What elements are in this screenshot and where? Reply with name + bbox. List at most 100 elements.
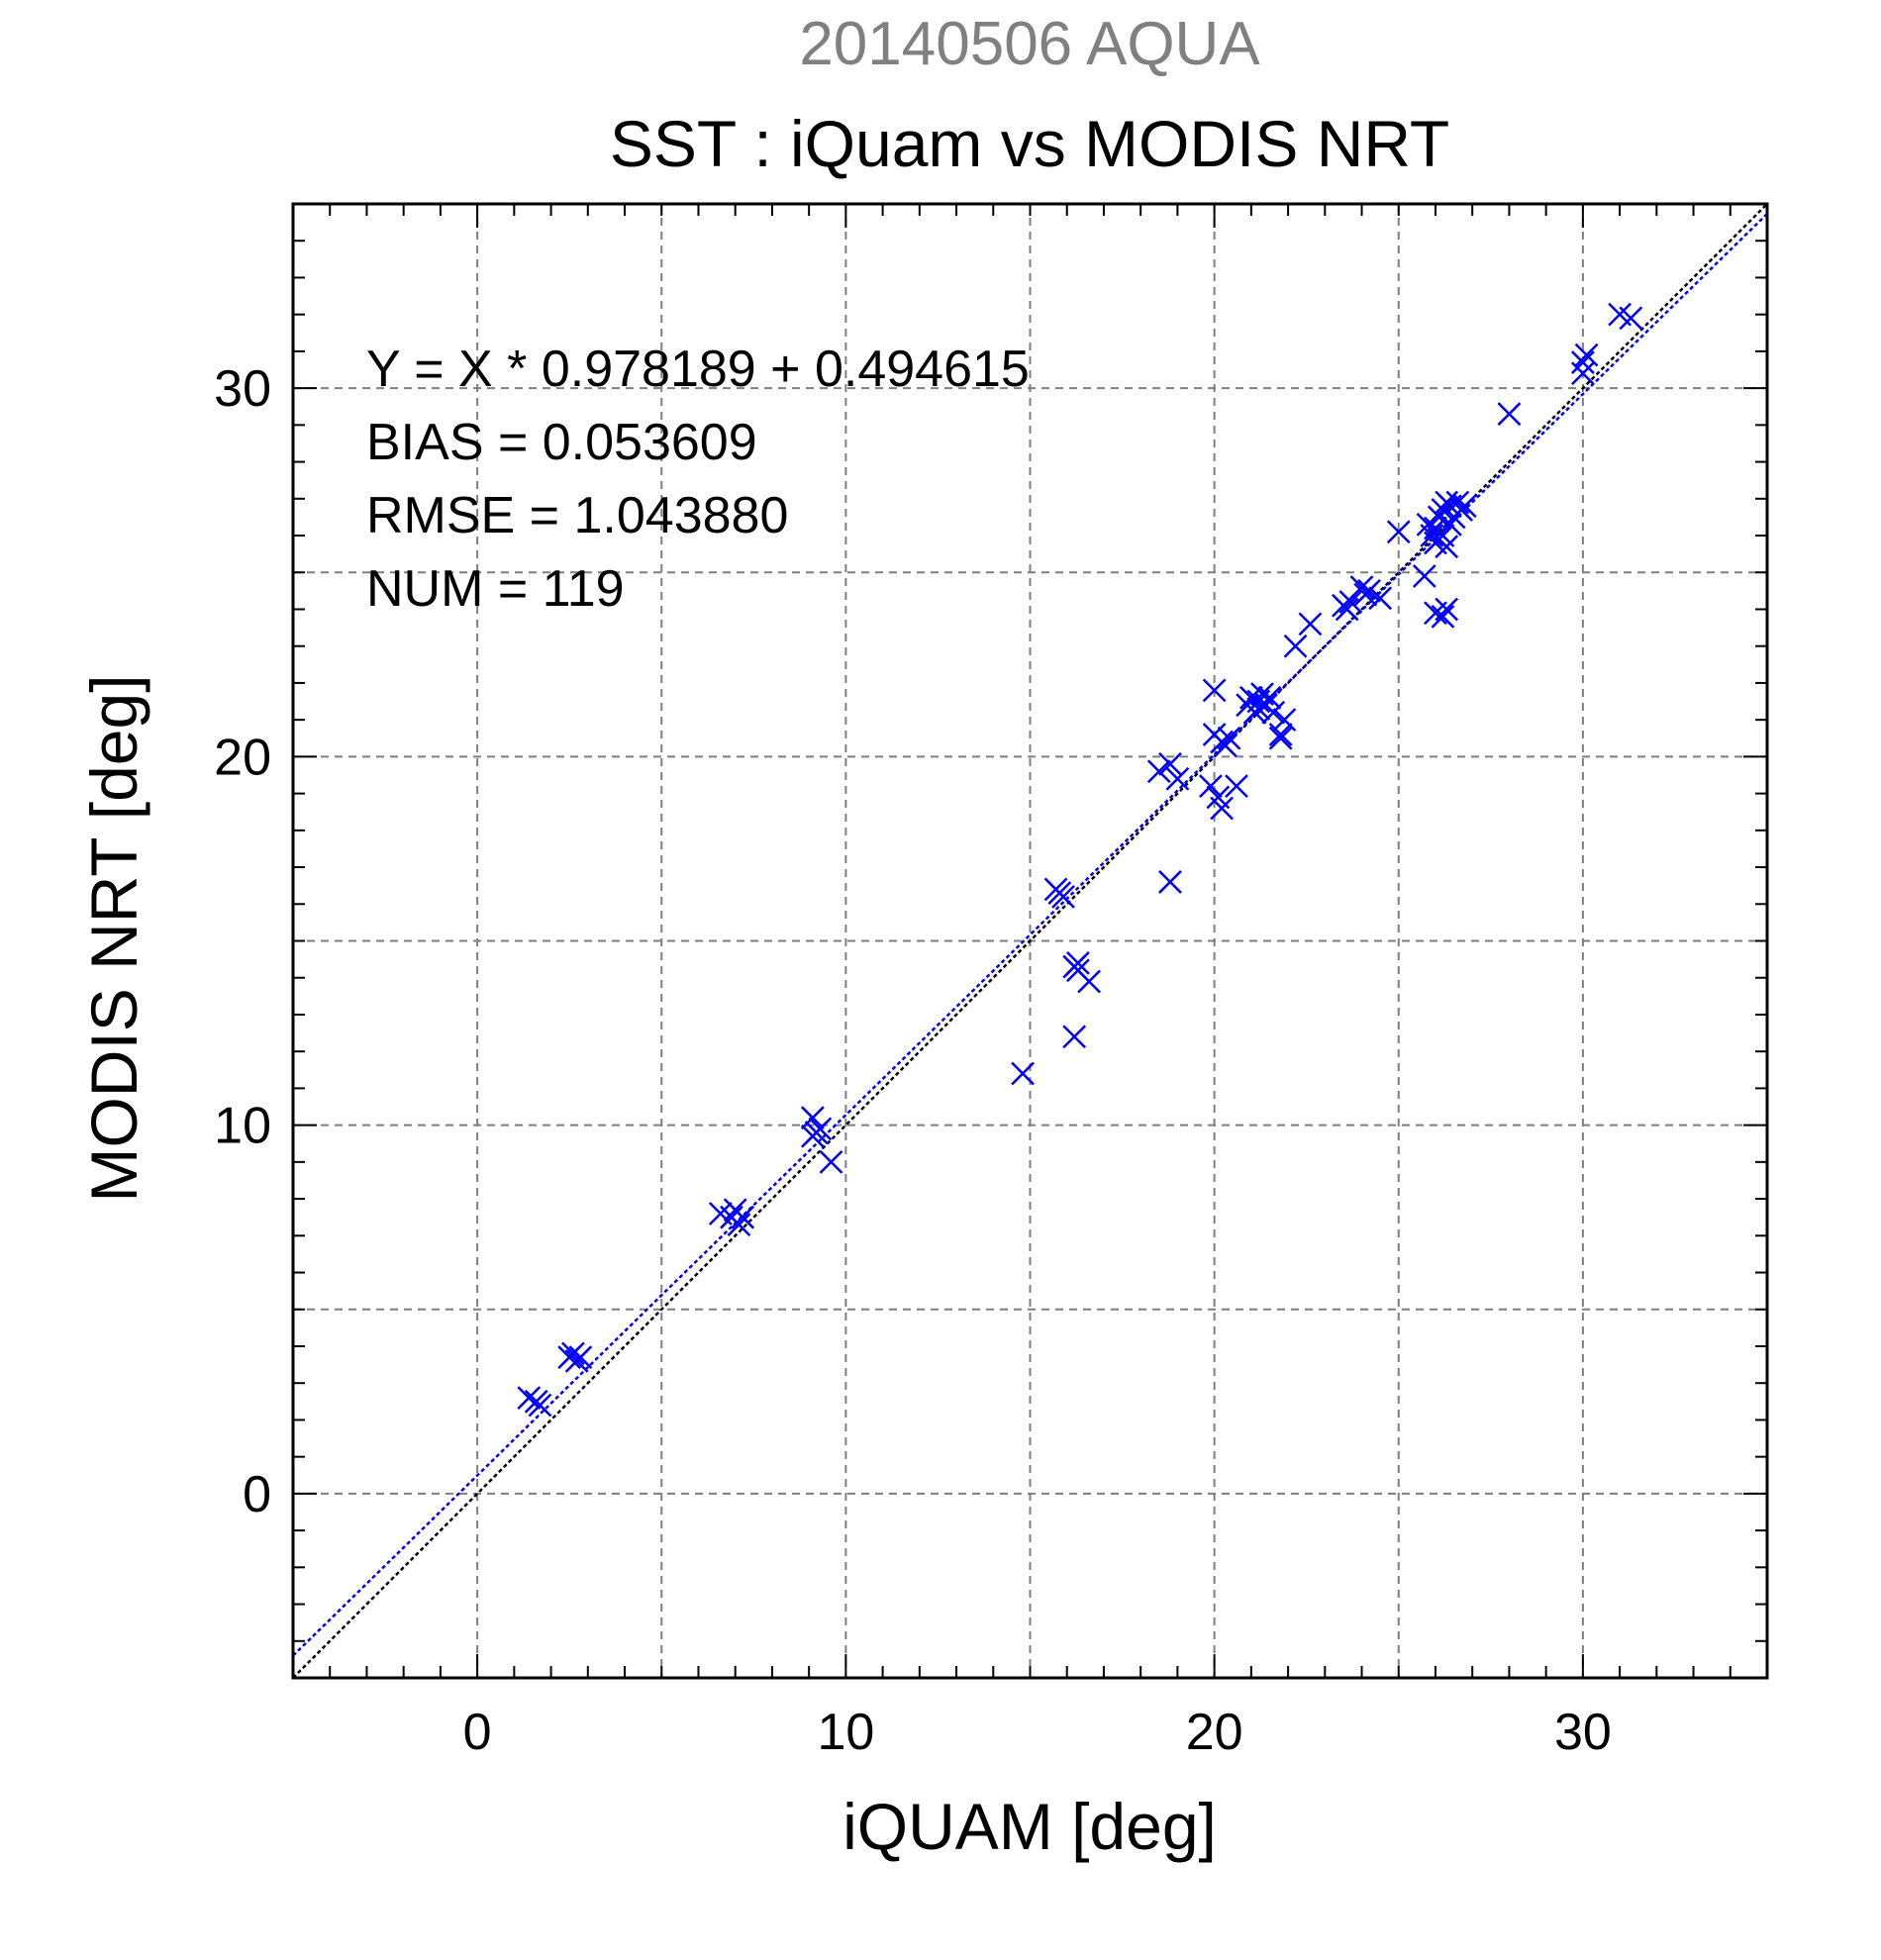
data-point: [1574, 343, 1599, 367]
data-point-stroke: [1445, 490, 1470, 515]
data-point-stroke: [1217, 726, 1241, 750]
x-tick-label: 0: [463, 1704, 492, 1761]
data-point-stroke: [1225, 774, 1248, 799]
identity-line: [292, 203, 1768, 1679]
data-point-stroke: [800, 1106, 825, 1130]
data-point-stroke: [561, 1341, 585, 1366]
data-point-stroke: [1268, 723, 1293, 746]
data-point: [1077, 969, 1101, 994]
data-point: [1261, 700, 1286, 725]
data-point: [528, 1393, 552, 1418]
data-point: [1497, 402, 1522, 427]
data-point-stroke: [1431, 524, 1455, 547]
data-point-stroke: [1210, 796, 1234, 821]
data-point: [1199, 774, 1223, 799]
data-point: [1158, 751, 1182, 776]
data-point-stroke: [1062, 1025, 1087, 1049]
x-tick-label: 10: [817, 1704, 874, 1761]
data-point-stroke: [1202, 678, 1227, 703]
data-point-stroke: [1066, 958, 1090, 983]
data-point: [1349, 575, 1374, 600]
data-point: [1011, 1061, 1035, 1086]
data-point: [1158, 870, 1182, 894]
data-point: [1445, 490, 1470, 515]
data-point: [1283, 634, 1308, 658]
data-point-stroke: [1420, 524, 1444, 547]
x-tick-label: 30: [1554, 1704, 1612, 1761]
data-point: [1298, 612, 1323, 637]
data-point-stroke: [1437, 512, 1462, 537]
x-axis-label: iQUAM [deg]: [842, 1790, 1217, 1863]
data-point: [1225, 774, 1248, 799]
data-point-stroke: [1619, 306, 1643, 331]
data-point-stroke: [731, 1205, 755, 1229]
data-point-stroke: [727, 1213, 751, 1237]
data-points: [517, 302, 1643, 1418]
data-point: [727, 1213, 751, 1237]
data-point-stroke: [1158, 870, 1182, 894]
minor-ticks: [292, 203, 1768, 1679]
x-tick-label: 20: [1186, 1704, 1243, 1761]
data-point: [1202, 678, 1227, 703]
y-axis-label: MODIS NRT [deg]: [77, 674, 150, 1202]
data-point-stroke: [1435, 597, 1459, 622]
data-point: [1435, 597, 1459, 622]
data-point-stroke: [1608, 302, 1632, 327]
data-point: [1570, 361, 1595, 386]
data-point-stroke: [1246, 697, 1271, 721]
data-point-stroke: [1412, 564, 1436, 588]
y-tick-label: 10: [214, 1098, 271, 1155]
data-point: [800, 1124, 825, 1148]
data-point-stroke: [1435, 535, 1459, 559]
data-point-stroke: [568, 1345, 593, 1370]
data-point-stroke: [1452, 494, 1477, 519]
data-point-stroke: [1146, 759, 1171, 784]
stats-block: Y = X * 0.978189 + 0.494615 BIAS = 0.053…: [366, 341, 1030, 618]
data-point: [568, 1345, 593, 1370]
plot-frame: [291, 202, 1769, 1680]
data-point: [1213, 734, 1238, 758]
data-point: [1246, 697, 1271, 721]
data-point: [1437, 512, 1462, 537]
data-point-stroke: [1570, 350, 1595, 374]
data-point: [1452, 494, 1477, 519]
data-point-stroke: [819, 1149, 843, 1174]
data-point-stroke: [1349, 575, 1374, 600]
data-point-stroke: [1011, 1061, 1035, 1086]
data-point-stroke: [1213, 734, 1238, 758]
data-point: [1619, 306, 1643, 331]
tick-labels: 0 0 10 10 20 20 30 30: [214, 360, 1612, 1761]
data-point: [1272, 708, 1297, 733]
chart-subtitle: 20140506 AQUA: [799, 10, 1260, 78]
data-point-stroke: [1051, 884, 1075, 909]
y-tick-label: 20: [214, 729, 271, 786]
y-tick-label: 30: [214, 360, 271, 418]
rmse-value: RMSE = 1.043880: [366, 487, 788, 544]
data-point-stroke: [708, 1202, 733, 1225]
data-point: [1335, 597, 1359, 622]
data-point-stroke: [1338, 590, 1363, 614]
num-value: NUM = 119: [366, 560, 625, 618]
data-point-stroke: [1386, 520, 1411, 544]
reference-lines: [292, 203, 1768, 1679]
data-point-stroke: [1066, 950, 1090, 975]
data-point: [1338, 590, 1363, 614]
data-point: [819, 1149, 843, 1174]
data-point-stroke: [528, 1393, 552, 1418]
data-point-stroke: [800, 1124, 825, 1148]
data-point-stroke: [1497, 402, 1522, 427]
data-point: [731, 1205, 755, 1229]
data-point-stroke: [1206, 785, 1231, 810]
data-point: [1431, 498, 1455, 522]
data-point-stroke: [1298, 612, 1323, 637]
data-point: [1435, 535, 1459, 559]
data-point: [1386, 520, 1411, 544]
data-point-stroke: [1158, 751, 1182, 776]
data-point: [1412, 564, 1436, 588]
regression-equation: Y = X * 0.978189 + 0.494615: [366, 341, 1030, 398]
data-point: [1217, 726, 1241, 750]
data-point-stroke: [1574, 343, 1599, 367]
data-point-stroke: [1250, 682, 1274, 706]
data-point-stroke: [1165, 766, 1190, 791]
